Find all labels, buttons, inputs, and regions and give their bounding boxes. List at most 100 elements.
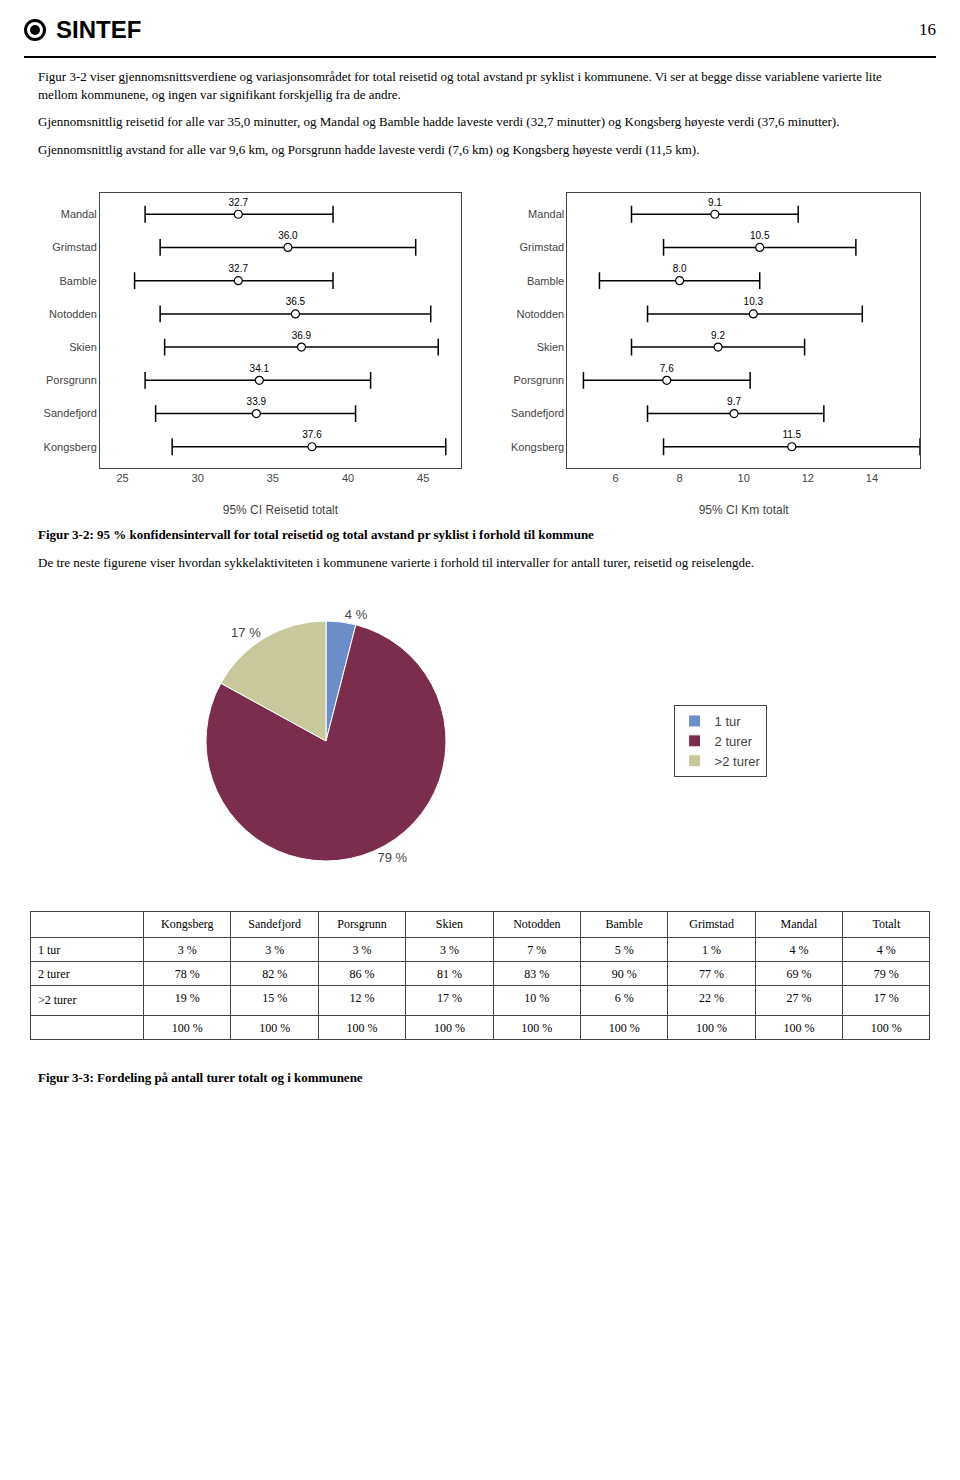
- svg-text:Sandefjord: Sandefjord: [248, 917, 301, 931]
- svg-text:Porsgrunn: Porsgrunn: [337, 917, 386, 931]
- svg-text:1 %: 1 %: [702, 943, 721, 957]
- svg-text:78 %: 78 %: [175, 967, 200, 981]
- svg-text:5 %: 5 %: [615, 943, 634, 957]
- svg-text:Notodden: Notodden: [49, 308, 97, 320]
- svg-text:19 %: 19 %: [175, 991, 200, 1005]
- svg-text:17 %: 17 %: [231, 625, 261, 640]
- svg-text:Skien: Skien: [436, 917, 463, 931]
- svg-text:17 %: 17 %: [874, 991, 899, 1005]
- html-text:SINTEF: SINTEF: [56, 16, 142, 43]
- svg-text:Grimstad: Grimstad: [520, 241, 565, 253]
- svg-text:Grimstad: Grimstad: [689, 917, 734, 931]
- html-text:Figur 3-2 viser gjennomsnittsv: Figur 3-2 viser gjennomsnittsverdiene og…: [38, 69, 882, 102]
- svg-text:36.5: 36.5: [286, 297, 306, 308]
- svg-text:9.2: 9.2: [711, 330, 725, 341]
- svg-text:Mandal: Mandal: [781, 917, 818, 931]
- svg-text:79 %: 79 %: [874, 967, 899, 981]
- svg-text:12 %: 12 %: [350, 991, 375, 1005]
- svg-text:2 turer: 2 turer: [715, 734, 753, 749]
- svg-text:>2 turer: >2 turer: [38, 993, 76, 1007]
- svg-text:Bamble: Bamble: [606, 917, 643, 931]
- svg-text:36.9: 36.9: [292, 330, 312, 341]
- svg-text:90 %: 90 %: [612, 967, 637, 981]
- svg-text:Bamble: Bamble: [527, 275, 564, 287]
- svg-text:4 %: 4 %: [789, 943, 808, 957]
- svg-text:37.6: 37.6: [302, 429, 322, 440]
- svg-text:3 %: 3 %: [178, 943, 197, 957]
- svg-text:Notodden: Notodden: [513, 917, 560, 931]
- svg-text:100 %: 100 %: [783, 1021, 814, 1035]
- svg-text:6 %: 6 %: [615, 991, 634, 1005]
- svg-text:35: 35: [267, 472, 279, 484]
- svg-text:32.7: 32.7: [229, 197, 249, 208]
- svg-text:10.5: 10.5: [750, 230, 770, 241]
- svg-text:100 %: 100 %: [259, 1021, 290, 1035]
- svg-text:12: 12: [802, 472, 814, 484]
- svg-text:25: 25: [116, 472, 128, 484]
- svg-text:79 %: 79 %: [377, 850, 407, 865]
- svg-text:82 %: 82 %: [262, 967, 287, 981]
- svg-text:40: 40: [342, 472, 354, 484]
- svg-text:36.0: 36.0: [278, 230, 298, 241]
- svg-text:9.7: 9.7: [727, 396, 741, 407]
- svg-text:Grimstad: Grimstad: [52, 241, 97, 253]
- svg-text:4 %: 4 %: [345, 607, 368, 622]
- svg-text:100 %: 100 %: [434, 1021, 465, 1035]
- svg-text:17 %: 17 %: [437, 991, 462, 1005]
- svg-text:100 %: 100 %: [172, 1021, 203, 1035]
- svg-text:100 %: 100 %: [521, 1021, 552, 1035]
- svg-text:1 tur: 1 tur: [38, 943, 60, 957]
- svg-text:27 %: 27 %: [786, 991, 811, 1005]
- svg-text:4 %: 4 %: [877, 943, 896, 957]
- svg-text:Porsgrunn: Porsgrunn: [513, 374, 564, 386]
- svg-text:6: 6: [612, 472, 618, 484]
- svg-text:11.5: 11.5: [782, 429, 801, 440]
- svg-text:7.6: 7.6: [660, 363, 674, 374]
- svg-text:83 %: 83 %: [524, 967, 549, 981]
- svg-text:30: 30: [192, 472, 204, 484]
- svg-text:33.9: 33.9: [247, 396, 267, 407]
- svg-text:100 %: 100 %: [347, 1021, 378, 1035]
- svg-text:Skien: Skien: [537, 341, 565, 353]
- svg-text:32.7: 32.7: [229, 263, 249, 274]
- svg-text:Notodden: Notodden: [516, 308, 564, 320]
- svg-text:100 %: 100 %: [696, 1021, 727, 1035]
- svg-text:Sandefjord: Sandefjord: [511, 408, 564, 420]
- svg-text:2 turer: 2 turer: [38, 967, 70, 981]
- svg-text:Kongsberg: Kongsberg: [161, 917, 213, 931]
- svg-text:1 tur: 1 tur: [715, 714, 742, 729]
- svg-text:95% CI Km totalt: 95% CI Km totalt: [699, 503, 790, 517]
- svg-text:45: 45: [417, 472, 429, 484]
- svg-text:81 %: 81 %: [437, 967, 462, 981]
- svg-text:34.1: 34.1: [250, 363, 270, 374]
- svg-text:>2 turer: >2 turer: [715, 754, 761, 769]
- svg-text:95% CI Reisetid totalt: 95% CI Reisetid totalt: [223, 503, 339, 517]
- svg-text:Kongsberg: Kongsberg: [44, 441, 97, 453]
- svg-text:10 %: 10 %: [524, 991, 549, 1005]
- svg-text:14: 14: [866, 472, 878, 484]
- svg-text:3 %: 3 %: [353, 943, 372, 957]
- svg-text:Kongsberg: Kongsberg: [511, 441, 564, 453]
- svg-text:3 %: 3 %: [265, 943, 284, 957]
- svg-text:Bamble: Bamble: [60, 275, 97, 287]
- svg-text:15 %: 15 %: [262, 991, 287, 1005]
- svg-text:Mandal: Mandal: [528, 208, 564, 220]
- svg-text:22 %: 22 %: [699, 991, 724, 1005]
- svg-text:7 %: 7 %: [527, 943, 546, 957]
- svg-text:Mandal: Mandal: [61, 208, 97, 220]
- svg-text:69 %: 69 %: [786, 967, 811, 981]
- svg-text:Sandefjord: Sandefjord: [44, 408, 97, 420]
- svg-text:86 %: 86 %: [350, 967, 375, 981]
- svg-text:8: 8: [677, 472, 683, 484]
- svg-text:100 %: 100 %: [609, 1021, 640, 1035]
- svg-text:9.1: 9.1: [708, 197, 722, 208]
- svg-text:10: 10: [738, 472, 750, 484]
- svg-text:Skien: Skien: [69, 341, 97, 353]
- svg-text:8.0: 8.0: [673, 263, 687, 274]
- svg-text:Totalt: Totalt: [872, 917, 900, 931]
- svg-text:77 %: 77 %: [699, 967, 724, 981]
- svg-text:3 %: 3 %: [440, 943, 459, 957]
- svg-text:10.3: 10.3: [744, 297, 764, 308]
- svg-text:Porsgrunn: Porsgrunn: [46, 374, 97, 386]
- svg-text:100 %: 100 %: [871, 1021, 902, 1035]
